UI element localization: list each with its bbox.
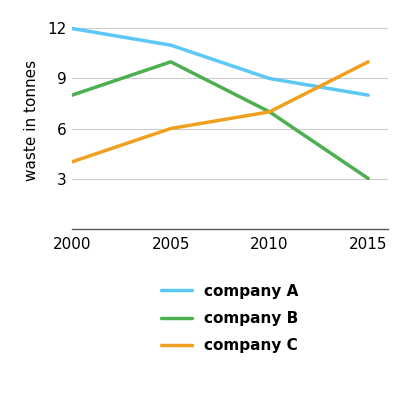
company B — [366, 176, 371, 181]
company B — [168, 59, 173, 64]
Legend: company A, company B, company C: company A, company B, company C — [162, 284, 298, 353]
company C — [366, 59, 371, 64]
company C — [70, 160, 74, 164]
Y-axis label: waste in tonnes: waste in tonnes — [24, 59, 39, 181]
company A — [267, 76, 272, 81]
company A — [168, 43, 173, 48]
company A — [70, 26, 74, 31]
company B — [70, 93, 74, 98]
Line: company A: company A — [72, 28, 368, 95]
company C — [267, 110, 272, 114]
Line: company C: company C — [72, 62, 368, 162]
company C — [168, 126, 173, 131]
company A — [366, 93, 371, 98]
company B — [267, 110, 272, 114]
Line: company B: company B — [72, 62, 368, 178]
